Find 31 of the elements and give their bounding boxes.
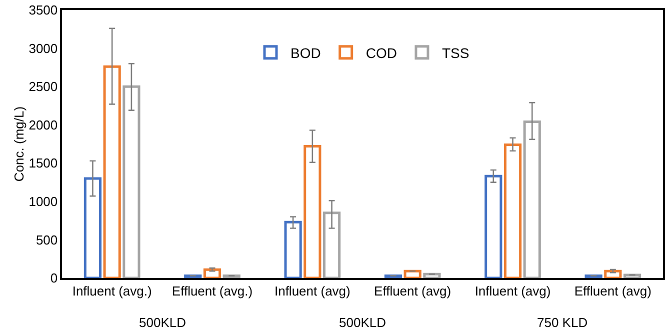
y-axis-title: Conc. (mg/L) <box>12 106 27 182</box>
text: 750 KLD <box>537 315 588 330</box>
bar <box>523 120 541 278</box>
bar <box>203 268 222 278</box>
x-tick-label: Influent (avg) <box>474 283 551 298</box>
bar <box>84 177 102 278</box>
y-tick-label: 0 <box>50 270 58 286</box>
bar <box>623 274 642 278</box>
x-tick-label: Effluent (avg) <box>374 283 452 298</box>
bar <box>222 274 240 278</box>
bar <box>322 212 341 278</box>
legend-label: TSS <box>442 44 470 61</box>
y-tick-label: 2500 <box>28 79 58 94</box>
y-tick-label: 3500 <box>28 2 58 18</box>
y-tick-label: 2000 <box>28 117 58 132</box>
legend-label: COD <box>366 44 397 61</box>
bar <box>384 274 402 278</box>
text: 500KLD <box>139 315 186 330</box>
y-tick-label: 3000 <box>28 40 58 56</box>
text: 500KLD <box>339 315 386 330</box>
y-tick-label: 500 <box>36 232 58 248</box>
x-tick-label: Effluent (avg) <box>574 283 652 298</box>
bar <box>484 174 502 278</box>
legend-label: BOD <box>290 44 321 61</box>
y-tick-label: 1000 <box>28 194 58 209</box>
x-tick-label: Effluent (avg.) <box>172 283 253 298</box>
bar <box>184 274 202 278</box>
x-tick-label: Influent (avg.) <box>72 283 152 298</box>
bar <box>504 144 522 278</box>
y-tick-label: 1500 <box>28 156 58 171</box>
x-tick-label: Influent (avg) <box>274 283 350 298</box>
